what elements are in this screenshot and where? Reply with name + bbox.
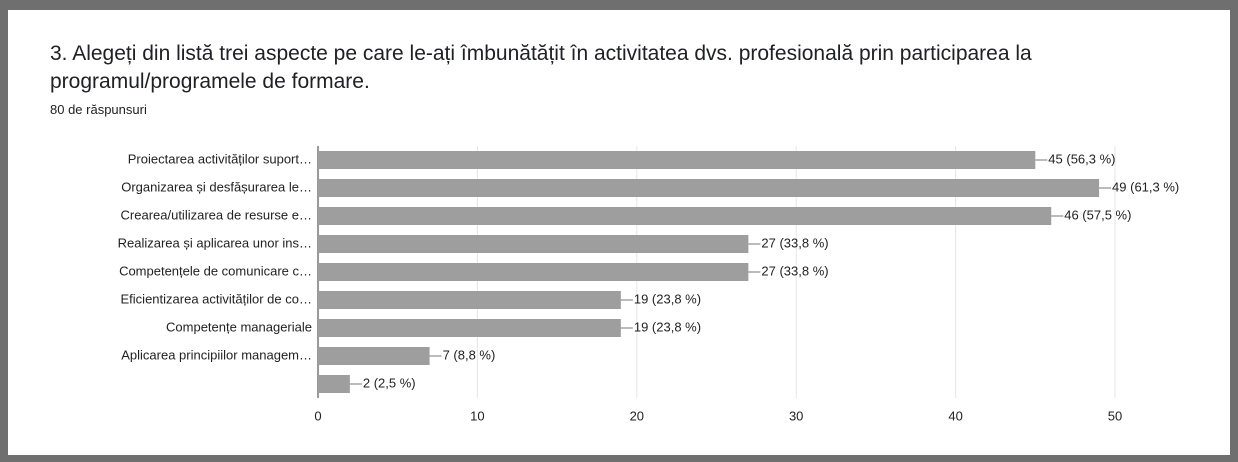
y-tick-label: Competențele de comunicare c… (119, 263, 312, 278)
value-label: 27 (33,8 %) (761, 235, 828, 250)
chart-title: 3. Alegeți din listă trei aspecte pe car… (50, 42, 1032, 93)
x-tick-label: 0 (314, 408, 321, 423)
y-tick-label: Eficientizarea activităților de co… (121, 291, 312, 306)
y-tick-label: Competențe manageriale (166, 319, 312, 334)
value-label: 19 (23,8 %) (634, 291, 701, 306)
bar (318, 207, 1052, 225)
value-label: 45 (56,3 %) (1048, 151, 1115, 166)
value-label: 46 (57,5 %) (1064, 207, 1131, 222)
x-tick-label: 50 (1108, 408, 1122, 423)
y-tick-label: Crearea/utilizarea de resurse e… (121, 207, 312, 222)
value-label: 49 (61,3 %) (1112, 179, 1179, 194)
x-tick-label: 40 (948, 408, 962, 423)
y-tick-label: Organizarea și desfășurarea le… (121, 179, 312, 194)
y-tick-label: Proiectarea activităților suport… (128, 151, 312, 166)
bar (318, 179, 1100, 197)
x-tick-label: 20 (630, 408, 644, 423)
value-label: 19 (23,8 %) (634, 319, 701, 334)
y-tick-label: Realizarea și aplicarea unor ins… (118, 235, 312, 250)
bar (318, 347, 430, 365)
x-tick-label: 10 (470, 408, 484, 423)
bar (318, 319, 621, 337)
y-tick-label: Aplicarea principiilor managem… (121, 347, 312, 362)
bar (318, 291, 621, 309)
chart-subtitle: 80 de răspunsuri (50, 102, 147, 117)
bar (318, 151, 1036, 169)
value-label: 2 (2,5 %) (363, 375, 416, 390)
bar (318, 375, 350, 393)
value-label: 27 (33,8 %) (761, 263, 828, 278)
bar (318, 263, 749, 281)
value-label: 7 (8,8 %) (443, 347, 496, 362)
card: 3. Alegeți din listă trei aspecte pe car… (8, 10, 1230, 455)
x-tick-label: 30 (789, 408, 803, 423)
bar (318, 235, 749, 253)
